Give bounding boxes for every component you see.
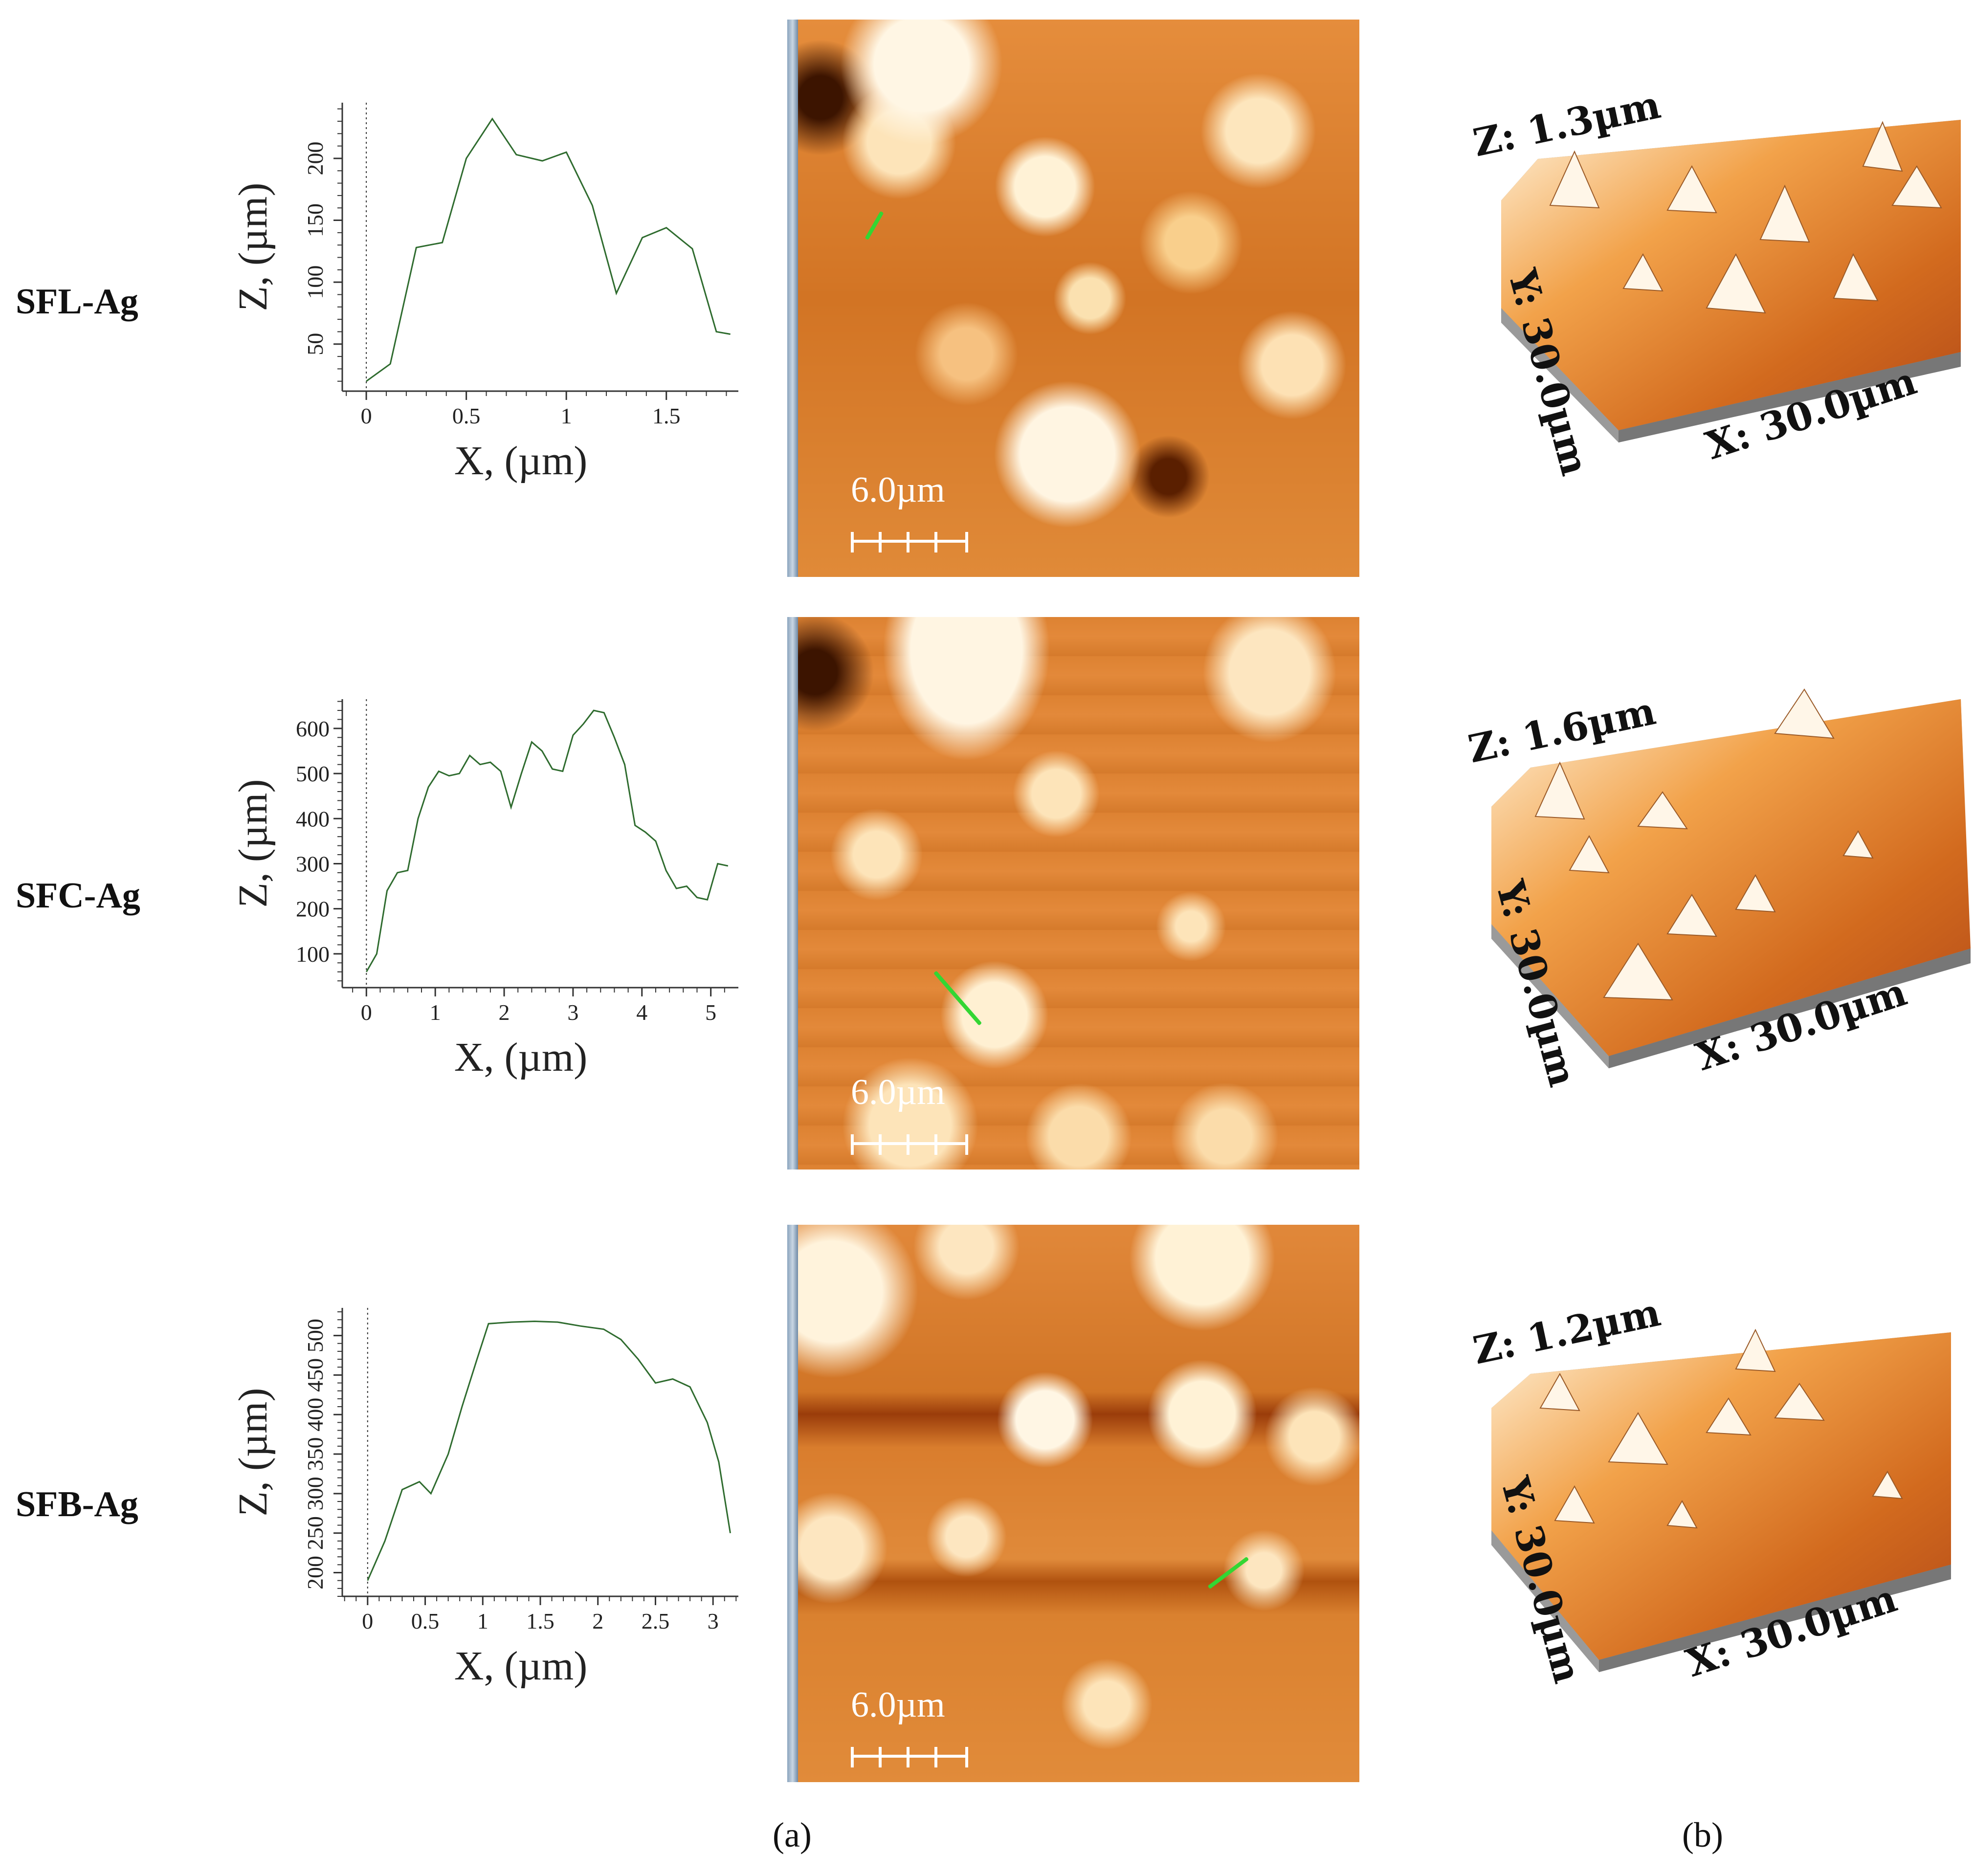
y-tick-label: 150: [303, 203, 328, 237]
panel-label-a: (a): [773, 1815, 812, 1854]
scale-bar-label: 6.0µm: [851, 470, 945, 510]
x-tick-label: 2: [592, 1609, 603, 1633]
scale-tick: [934, 532, 937, 552]
y-tick-label: 200: [296, 897, 330, 922]
scale-tick: [879, 532, 882, 552]
x-tick-label: 3: [708, 1609, 719, 1633]
profile-line: [366, 117, 731, 382]
scale-bar-line: [851, 540, 968, 543]
x-tick-label: 2: [499, 1000, 510, 1025]
scale-tick: [907, 1747, 909, 1767]
y-tick-label: 500: [296, 761, 330, 786]
y-tick-label: 350: [303, 1437, 328, 1471]
y-axis-label: Z, (µm): [230, 779, 276, 908]
profile-svg: 0 0.5 1 1.5 50 100 150 200 X, (µm) Z, (µm): [230, 103, 738, 484]
scale-bar: 6.0µm: [851, 470, 968, 552]
y-tick-label: 500: [303, 1319, 328, 1352]
panel-label-b: (b): [1682, 1815, 1723, 1854]
x-axis-label: X, (µm): [454, 1035, 587, 1080]
y-tick-label: 250: [303, 1516, 328, 1550]
afm-3d-surface: Z: 1.6µm Y: 30.0µm X: 30.0µm: [1464, 688, 1971, 1091]
row-label-sfc: SFC-Ag: [16, 876, 140, 916]
y-tick-label: 50: [303, 333, 328, 355]
x-tick-label: 0: [361, 1000, 372, 1025]
scale-tick: [965, 1747, 968, 1767]
y-tick-label: 450: [303, 1358, 328, 1392]
scale-bar: 6.0µm: [851, 1072, 968, 1155]
x-tick-label: 4: [636, 1000, 647, 1025]
profile-line: [367, 1320, 731, 1581]
afm-2d-image-sfl: 6.0µm: [787, 20, 1359, 577]
scale-tick: [965, 1134, 968, 1155]
image-edge: [787, 20, 798, 577]
afm-topography: [798, 20, 1359, 577]
y-tick-label: 200: [303, 1556, 328, 1589]
scale-tick: [907, 532, 909, 552]
x-tick-label: 1: [477, 1609, 488, 1633]
x-axis-label: X, (µm): [454, 1643, 587, 1689]
scale-tick: [851, 1747, 854, 1767]
afm-topography: [798, 617, 1359, 1170]
y-tick-label: 400: [303, 1398, 328, 1432]
scale-tick: [934, 1134, 937, 1155]
x-tick-label: 0: [361, 403, 372, 428]
profile-svg: 0 1 2 3 4 5 100 200 300 400 500 600 X, (µm) Z, (µm): [230, 699, 738, 1080]
x-tick-label: 2.5: [642, 1609, 670, 1633]
y-tick-label: 200: [303, 141, 328, 175]
x-tick-label: 5: [705, 1000, 716, 1025]
scale-bar-line: [851, 1755, 968, 1758]
x-tick-label: 1.5: [526, 1609, 554, 1633]
afm-2d-image-sfb: 6.0µm: [787, 1225, 1359, 1782]
afm-topography: [798, 1225, 1359, 1782]
height-profile-chart-sfc: 0 1 2 3 4 5 100 200 300 400 500 600 X, (µm) Z, (µm): [225, 694, 763, 1095]
z-axis-label: Z: 1.2µm: [1469, 1290, 1664, 1373]
scale-bar-line: [851, 1142, 968, 1145]
y-tick-label: 300: [303, 1477, 328, 1510]
afm-3d-surface: Z: 1.3µm Y: 30.0µm X: 30.0µm: [1469, 83, 1961, 480]
x-tick-label: 1.5: [652, 403, 681, 428]
x-tick-label: 0.5: [452, 403, 481, 428]
scale-tick: [965, 532, 968, 552]
scale-bar: 6.0µm: [851, 1685, 968, 1767]
x-tick-label: 3: [567, 1000, 578, 1025]
profile-line: [366, 709, 729, 972]
scale-tick: [879, 1134, 882, 1155]
scale-tick: [907, 1134, 909, 1155]
x-tick-label: 0: [362, 1609, 373, 1633]
height-profile-chart-sfl: 0 0.5 1 1.5 50 100 150 200 X, (µm) Z, (µm): [225, 98, 763, 499]
scale-tick: [851, 1134, 854, 1155]
afm-3d-image-sfl: Z: 1.3µm Y: 30.0µm X: 30.0µm: [1462, 78, 1974, 480]
afm-3d-image-sfc: Z: 1.6µm Y: 30.0µm X: 30.0µm: [1462, 680, 1974, 1091]
profile-svg: 0 0.5 1 1.5 2 2.5 3 200 250 300 350 400 450 500 X, (µm…: [230, 1308, 738, 1689]
afm-3d-image-sfb: Z: 1.2µm Y: 30.0µm X: 30.0µm: [1462, 1290, 1974, 1692]
y-axis-label: Z, (µm): [230, 183, 276, 311]
image-edge: [787, 617, 798, 1170]
y-tick-label: 600: [296, 716, 330, 741]
y-axis-label: Z, (µm): [230, 1388, 276, 1517]
x-tick-label: 1: [430, 1000, 441, 1025]
image-edge: [787, 1225, 798, 1782]
row-label-sfl: SFL-Ag: [16, 282, 138, 322]
y-tick-label: 100: [296, 942, 330, 967]
scale-tick: [851, 532, 854, 552]
y-tick-label: 400: [296, 806, 330, 831]
afm-3d-surface: Z: 1.2µm Y: 30.0µm X: 30.0µm: [1469, 1290, 1951, 1688]
scale-bar-label: 6.0µm: [851, 1072, 945, 1112]
y-tick-label: 100: [303, 265, 328, 299]
x-tick-label: 0.5: [411, 1609, 440, 1633]
x-tick-label: 1: [561, 403, 572, 428]
x-axis-label: X, (µm): [454, 438, 587, 484]
height-profile-chart-sfb: 0 0.5 1 1.5 2 2.5 3 200 250 300 350 400 450 500 X, (µm…: [225, 1303, 763, 1704]
scale-tick: [934, 1747, 937, 1767]
scale-bar-label: 6.0µm: [851, 1685, 945, 1725]
afm-2d-image-sfc: 6.0µm: [787, 617, 1359, 1170]
y-tick-label: 300: [296, 851, 330, 876]
scale-tick: [879, 1747, 882, 1767]
row-label-sfb: SFB-Ag: [16, 1484, 138, 1524]
